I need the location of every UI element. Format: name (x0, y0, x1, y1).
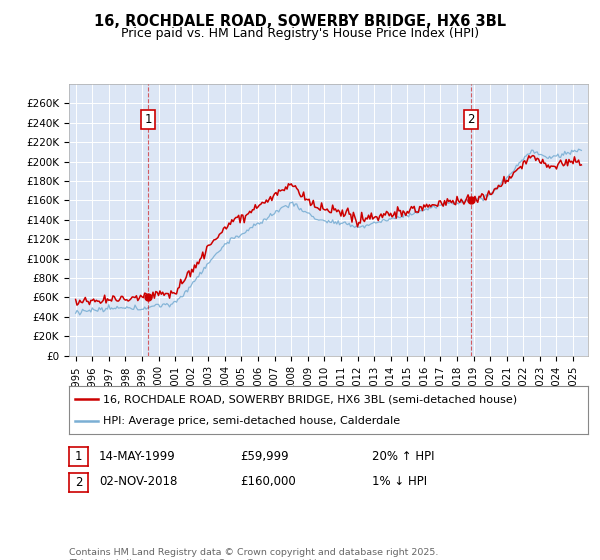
Text: 16, ROCHDALE ROAD, SOWERBY BRIDGE, HX6 3BL (semi-detached house): 16, ROCHDALE ROAD, SOWERBY BRIDGE, HX6 3… (103, 394, 517, 404)
Text: £160,000: £160,000 (240, 475, 296, 488)
Text: £59,999: £59,999 (240, 450, 289, 463)
Text: 2: 2 (75, 475, 82, 489)
Text: Contains HM Land Registry data © Crown copyright and database right 2025.: Contains HM Land Registry data © Crown c… (69, 548, 439, 557)
Text: 20% ↑ HPI: 20% ↑ HPI (372, 450, 434, 463)
Text: 16, ROCHDALE ROAD, SOWERBY BRIDGE, HX6 3BL: 16, ROCHDALE ROAD, SOWERBY BRIDGE, HX6 3… (94, 14, 506, 29)
Text: 14-MAY-1999: 14-MAY-1999 (99, 450, 176, 463)
Text: 02-NOV-2018: 02-NOV-2018 (99, 475, 178, 488)
Text: 2: 2 (467, 113, 475, 127)
Text: 1: 1 (75, 450, 82, 464)
Text: 1: 1 (145, 113, 152, 127)
Text: 1% ↓ HPI: 1% ↓ HPI (372, 475, 427, 488)
Text: Price paid vs. HM Land Registry's House Price Index (HPI): Price paid vs. HM Land Registry's House … (121, 27, 479, 40)
Text: This data is licensed under the Open Government Licence v3.0.: This data is licensed under the Open Gov… (69, 559, 371, 560)
Text: HPI: Average price, semi-detached house, Calderdale: HPI: Average price, semi-detached house,… (103, 416, 400, 426)
